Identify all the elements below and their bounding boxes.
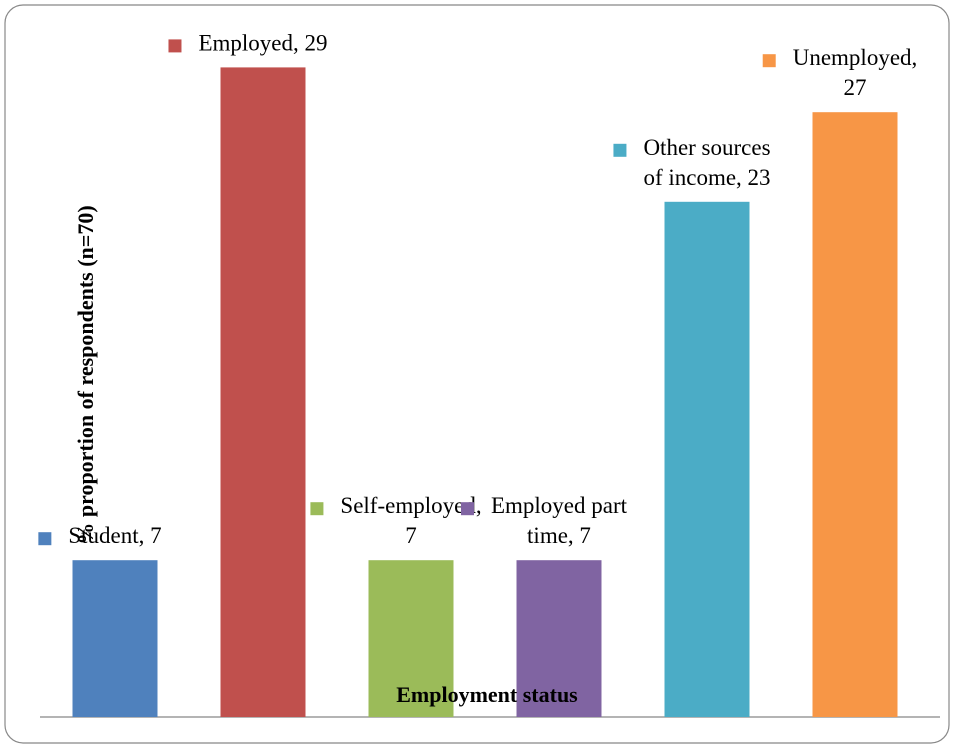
- bar: [72, 560, 158, 717]
- y-axis-title: % proportion of respondents (n=70): [73, 205, 98, 544]
- data-label-line: Employed part: [491, 493, 628, 518]
- data-label: Self-employed, 7: [340, 493, 481, 548]
- data-label-line: Student, 7: [68, 523, 161, 548]
- label-marker: [310, 502, 324, 516]
- label-marker: [168, 39, 182, 53]
- data-label: Unemployed, 27: [793, 45, 918, 100]
- data-label-line: 27: [844, 75, 867, 100]
- data-label: Student, 7: [68, 523, 161, 548]
- bar: [812, 112, 898, 717]
- data-label-line: Unemployed,: [793, 45, 918, 70]
- bar: [664, 201, 750, 718]
- bar: [368, 560, 454, 717]
- data-label: Employed part time, 7: [491, 493, 628, 548]
- data-label: Employed, 29: [198, 31, 327, 56]
- label-marker: [460, 502, 474, 516]
- data-label: Other sources of income, 23: [643, 135, 770, 190]
- label-marker: [613, 143, 627, 157]
- data-label-line: Self-employed,: [340, 493, 481, 518]
- data-label-line: of income, 23: [643, 165, 770, 190]
- label-marker: [38, 532, 52, 546]
- bar: [220, 67, 306, 717]
- x-axis-title: Employment status: [396, 682, 578, 707]
- bar: [516, 560, 602, 717]
- data-label-line: 7: [405, 523, 417, 548]
- data-label-line: Other sources: [643, 135, 770, 160]
- data-label-line: time, 7: [527, 523, 591, 548]
- label-marker: [762, 54, 776, 68]
- data-label-line: Employed, 29: [198, 31, 327, 56]
